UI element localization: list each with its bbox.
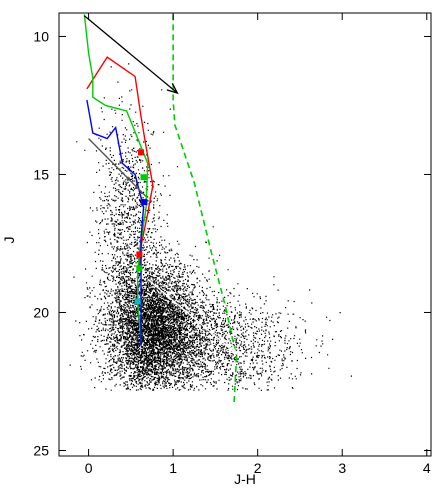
x-axis-label: J-H <box>234 471 256 487</box>
x-ticks: 0 1 2 3 4 <box>85 13 431 476</box>
arrow-1 <box>147 278 238 355</box>
y-tick-label: 20 <box>33 304 49 320</box>
y-axis-label: J <box>1 237 17 244</box>
series-line-3 <box>88 138 147 198</box>
y-ticks: 10 15 20 25 <box>33 28 431 458</box>
y-tick-label: 25 <box>33 442 49 458</box>
dashed-lines <box>172 14 238 404</box>
x-tick-label: 1 <box>169 460 177 476</box>
marker-4 <box>136 265 143 272</box>
arrow-head <box>225 343 238 355</box>
marker-1 <box>140 174 147 181</box>
x-tick-label: 0 <box>85 460 93 476</box>
x-tick-label: 4 <box>423 460 431 476</box>
scatter-points <box>69 63 352 391</box>
series-lines <box>83 14 154 346</box>
series-line-1 <box>83 14 149 341</box>
arrow-head <box>166 82 179 95</box>
marker-0 <box>138 149 145 156</box>
scatter-cloud <box>69 63 352 391</box>
arrow-shaft <box>83 15 178 94</box>
series-line-0 <box>86 56 154 272</box>
y-tick-label: 10 <box>33 28 49 44</box>
arrows <box>83 15 238 355</box>
marker-5 <box>134 298 141 305</box>
arrow-0 <box>83 15 179 95</box>
dashed-line-0 <box>172 14 238 404</box>
x-tick-label: 3 <box>338 460 346 476</box>
arrow-shaft <box>147 278 237 355</box>
x-tick-label: 2 <box>254 460 262 476</box>
marker-3 <box>136 251 143 258</box>
y-tick-label: 15 <box>33 166 49 182</box>
marker-2 <box>141 199 148 206</box>
series-line-2 <box>86 99 145 346</box>
markers <box>134 149 148 305</box>
